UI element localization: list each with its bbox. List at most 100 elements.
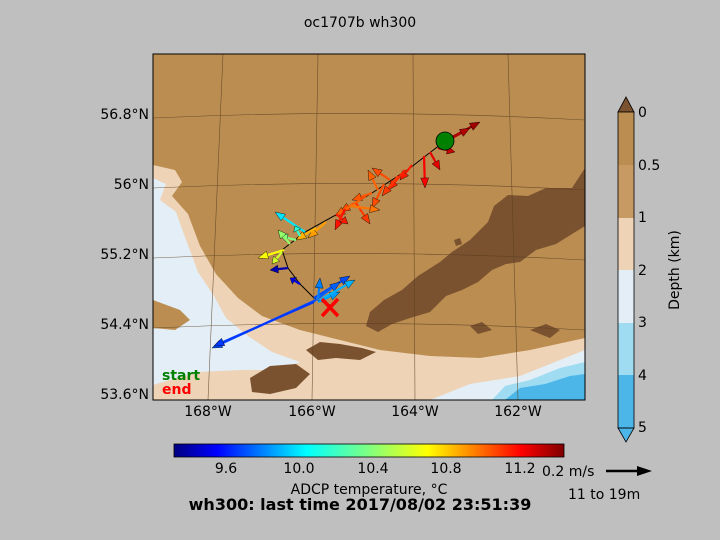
deep-water-west	[153, 165, 585, 400]
current-vector-shaft	[296, 230, 301, 237]
current-vector-shaft	[335, 213, 344, 221]
current-vector-head	[367, 169, 377, 182]
current-vector-head	[329, 281, 341, 292]
temp-tick: 10.0	[283, 461, 314, 477]
current-vector-head	[213, 337, 226, 347]
lon-label: 162°W	[494, 404, 542, 420]
current-vector-shaft	[349, 204, 371, 210]
colorbar-bottom-extend	[617, 427, 635, 443]
current-vector-shaft	[286, 236, 297, 242]
temp-tick: 9.6	[215, 461, 237, 477]
current-vector-head	[339, 216, 349, 225]
colorbar-segment	[618, 218, 634, 270]
abyssal-plain	[153, 178, 300, 385]
current-vector-shaft	[277, 266, 289, 271]
current-vector-head	[381, 185, 392, 197]
current-vector-shaft	[393, 169, 406, 184]
current-vector-shaft	[319, 284, 347, 301]
scale-depth-label: 11 to 19m	[568, 487, 640, 503]
current-vector-shaft	[314, 221, 327, 233]
scale-arrow-head	[637, 466, 652, 476]
current-vector-shaft	[360, 191, 373, 198]
current-vector-shaft	[275, 251, 283, 260]
map-panel: start end	[153, 54, 585, 400]
current-vector-shaft	[282, 235, 291, 245]
current-vector-shaft	[293, 279, 301, 285]
figure-title: oc1707b wh300	[304, 15, 416, 31]
depth-tick: 0.5	[638, 158, 660, 174]
depth-colorbar: 0 0.5 1 2 3 4 5 Depth (km)	[617, 96, 683, 443]
current-vector-shaft	[338, 208, 346, 222]
current-vector-head	[293, 225, 302, 233]
colorbar-segment	[618, 112, 634, 165]
current-vector-shaft	[267, 248, 285, 257]
lat-label: 53.6°N	[100, 387, 149, 403]
current-vector-shaft	[422, 155, 426, 179]
current-vector-shaft	[222, 300, 315, 343]
depth-colorbar-label: Depth (km)	[667, 230, 683, 310]
lon-label: 166°W	[288, 404, 336, 420]
current-vector-head	[371, 196, 381, 209]
current-vector-head	[420, 177, 429, 189]
temperature-colorbar-label: ADCP temperature, °C	[291, 482, 448, 498]
temperature-gradient	[173, 443, 565, 458]
current-vector-shaft	[375, 183, 385, 200]
temp-tick: 10.4	[357, 461, 388, 477]
latitude-labels: 56.8°N 56°N 55.2°N 54.4°N 53.6°N	[100, 107, 149, 403]
current-vector-head	[344, 279, 356, 289]
current-vector-head	[314, 277, 324, 289]
temp-tick: 11.2	[504, 461, 535, 477]
current-vector-head	[274, 211, 286, 222]
sanak-islands	[470, 322, 492, 334]
current-vector-shaft	[387, 175, 399, 189]
current-vector-head	[307, 228, 319, 239]
end-marker	[320, 297, 340, 318]
colorbar-segment	[618, 270, 634, 323]
current-vector-shaft	[304, 227, 317, 236]
map-frame	[152, 53, 586, 401]
current-vector-head	[360, 213, 371, 225]
start-marker	[435, 131, 455, 151]
longitude-labels: 168°W 166°W 164°W 162°W	[184, 404, 542, 420]
depth-tick: 3	[638, 315, 647, 331]
current-vector-head	[277, 229, 287, 240]
temperature-colorbar: 9.6 10.0 10.4 10.8 11.2 ADCP temperature…	[173, 443, 565, 498]
colorbar-top-extend	[617, 96, 635, 113]
colorbar-segment	[618, 165, 634, 218]
current-vectors	[211, 121, 481, 349]
trench-deepest	[505, 374, 585, 400]
graticule	[153, 54, 585, 400]
unimak-island	[306, 342, 376, 360]
lon-label: 168°W	[184, 404, 232, 420]
current-vector-head	[468, 121, 481, 131]
colorbar-segment	[618, 375, 634, 428]
current-vector-head	[271, 255, 280, 265]
current-vector-head	[289, 277, 297, 285]
colorbar-segment	[618, 323, 634, 375]
pribilof-islet	[454, 238, 462, 246]
current-vector-head	[369, 204, 381, 213]
current-vector-shaft	[429, 151, 437, 163]
shelf-inlet	[153, 300, 190, 330]
current-vector-head	[431, 159, 441, 171]
footer-timestamp: wh300: last time 2017/08/02 23:51:39	[189, 495, 532, 514]
depth-tick: 0	[638, 105, 647, 121]
deep-basin	[153, 208, 170, 240]
end-label: end	[162, 382, 191, 398]
depth-tick: 1	[638, 210, 647, 226]
depth-tick: 4	[638, 368, 647, 384]
lat-label: 55.2°N	[100, 247, 149, 263]
current-vector-shaft	[282, 216, 306, 233]
alaska-peninsula	[366, 168, 585, 332]
current-vector-shaft	[379, 172, 391, 181]
current-vector-head	[371, 167, 383, 178]
lat-label: 56°N	[114, 177, 149, 193]
lon-label: 164°W	[391, 404, 439, 420]
current-vector-head	[269, 264, 279, 274]
current-vector-head	[459, 127, 471, 137]
current-vector-shaft	[404, 164, 413, 174]
current-vector-shaft	[355, 202, 366, 217]
lat-label: 56.8°N	[100, 107, 149, 123]
current-vector-shaft	[316, 287, 321, 301]
